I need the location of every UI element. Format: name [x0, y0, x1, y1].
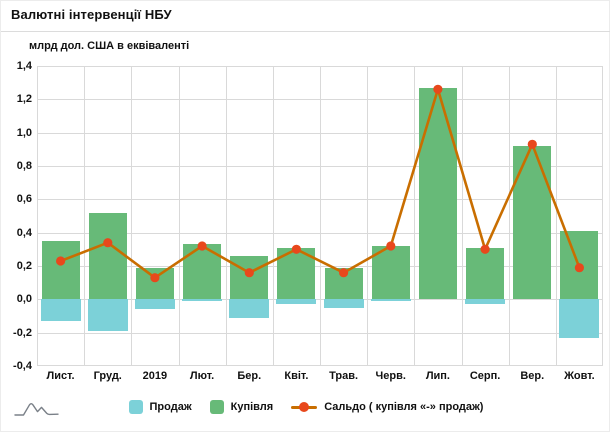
- legend-label-prodazh: Продаж: [149, 401, 192, 413]
- prodazh-swatch-icon: [128, 400, 143, 414]
- bar-prodazh: [182, 299, 223, 301]
- legend-label-kupivlya: Купівля: [230, 401, 274, 413]
- legend: Продаж Купівля Сальдо ( купівля «-» прод…: [1, 396, 610, 418]
- v-gridline: [556, 66, 557, 366]
- v-gridline: [320, 66, 321, 366]
- y-tick-label: 1,0: [16, 126, 32, 139]
- v-gridline: [179, 66, 180, 366]
- x-tick-label: Квіт.: [284, 370, 309, 382]
- x-tick-label: Серп.: [469, 370, 501, 382]
- bar-prodazh: [276, 299, 317, 305]
- v-gridline: [37, 66, 38, 366]
- saldo-line-marker-icon: [291, 401, 318, 413]
- bar-prodazh: [559, 299, 600, 338]
- x-tick-label: Лист.: [46, 370, 75, 382]
- saldo-point: [103, 238, 113, 248]
- plot-area: [37, 66, 603, 366]
- x-tick-label: 2019: [142, 370, 168, 382]
- saldo-point: [56, 256, 66, 266]
- y-tick-label: 1,4: [16, 60, 32, 72]
- bar-prodazh: [370, 299, 411, 301]
- x-tick-label: Лют.: [189, 370, 215, 382]
- y-tick-label: 0,6: [16, 193, 32, 206]
- saldo-point: [433, 84, 443, 94]
- y-axis-title: млрд дол. США в еквіваленті: [29, 40, 190, 52]
- v-gridline: [367, 66, 368, 366]
- bar-prodazh: [465, 299, 506, 305]
- x-tick-label: Груд.: [93, 370, 122, 382]
- v-gridline: [414, 66, 415, 366]
- v-gridline: [602, 66, 603, 366]
- saldo-point: [197, 241, 207, 251]
- saldo-point: [386, 241, 396, 251]
- x-axis-tick-labels: Лист. Груд. 2019 Лют. Бер. Квіт. Трав. Черв. Лип…: [37, 370, 603, 386]
- y-tick-label: 0,8: [16, 160, 32, 172]
- x-tick-label: Бер.: [237, 370, 262, 382]
- legend-item-kupivlya: Купівля: [209, 400, 274, 414]
- x-tick-label: Черв.: [375, 370, 406, 382]
- bar-kupivlya: [88, 212, 127, 300]
- y-tick-label: -0,4: [13, 360, 32, 372]
- x-tick-label: Вер.: [520, 370, 545, 382]
- bar-kupivlya: [466, 247, 505, 300]
- saldo-point: [574, 263, 585, 273]
- y-tick-label: -0,2: [13, 326, 32, 339]
- bar-prodazh: [40, 299, 81, 321]
- legend-item-saldo: Сальдо ( купівля «-» продаж): [291, 401, 483, 413]
- chart-title: Валютні інтервенції НБУ: [11, 7, 172, 22]
- y-axis-tick-labels: 1,4 1,2 1,0 0,8 0,6 0,4 0,2 0,0 -0,2 -0,4: [1, 1, 32, 433]
- v-gridline: [226, 66, 227, 366]
- v-gridline: [273, 66, 274, 366]
- header-divider: [1, 31, 610, 32]
- bar-kupivlya: [371, 246, 410, 300]
- v-gridline: [509, 66, 510, 366]
- x-tick-label: Лип.: [425, 370, 450, 382]
- sparkline-mountains-logo-icon: [14, 403, 59, 416]
- bar-prodazh: [323, 299, 364, 308]
- saldo-line: [56, 84, 585, 283]
- legend-label-saldo: Сальдо ( купівля «-» продаж): [324, 401, 484, 413]
- saldo-point: [150, 273, 160, 283]
- kupivlya-swatch-icon: [209, 400, 224, 414]
- bar-prodazh: [134, 299, 175, 310]
- y-tick-label: 1,2: [16, 93, 32, 106]
- x-tick-label: Трав.: [329, 370, 359, 382]
- saldo-point: [480, 244, 490, 254]
- bar-kupivlya: [230, 256, 269, 300]
- legend-item-prodazh: Продаж: [128, 400, 192, 414]
- y-tick-label: 0,4: [16, 226, 32, 239]
- y-tick-label: 0,0: [16, 293, 32, 306]
- v-gridline: [131, 66, 132, 366]
- x-tick-label: Жовт.: [564, 370, 595, 382]
- v-gridline: [84, 66, 85, 366]
- saldo-point: [339, 268, 349, 278]
- saldo-point: [291, 244, 301, 254]
- bar-kupivlya: [135, 267, 174, 300]
- saldo-point: [244, 268, 254, 278]
- saldo-point: [527, 139, 537, 149]
- v-gridline: [462, 66, 463, 366]
- bar-kupivlya: [41, 241, 80, 300]
- bar-prodazh: [87, 299, 128, 331]
- bar-prodazh: [229, 299, 270, 318]
- y-tick-label: 0,2: [16, 260, 32, 272]
- bar-kupivlya: [418, 87, 457, 300]
